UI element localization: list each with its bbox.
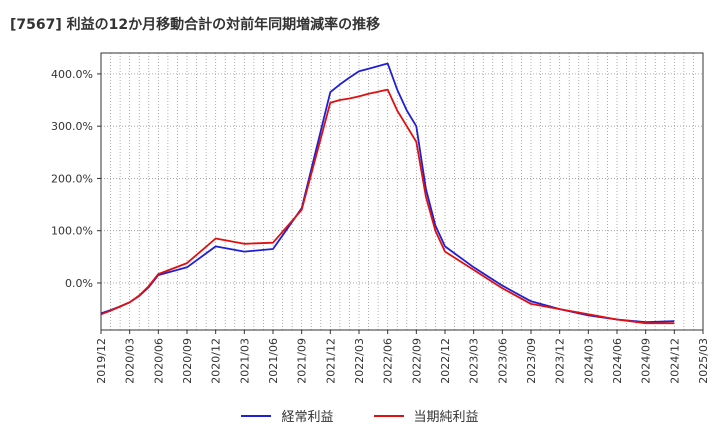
legend-item-ordinary-profit: 経常利益 (241, 406, 334, 425)
legend-swatch-ordinary-profit (241, 414, 272, 417)
x-tick-label: 2021/03 (238, 338, 251, 384)
series-line-net-income (100, 88, 675, 325)
x-tick-label: 2023/06 (496, 338, 509, 384)
x-tick-label: 2025/03 (697, 338, 710, 384)
x-tick-label: 2020/12 (210, 338, 223, 384)
series-line-ordinary-profit (100, 62, 675, 324)
y-tick-label: 200.0% (51, 172, 93, 185)
plot-frame (100, 52, 704, 331)
legend: 経常利益 当期純利益 (0, 406, 720, 425)
legend-label-net-income: 当期純利益 (413, 410, 479, 425)
x-tick-label: 2024/12 (668, 338, 681, 384)
x-tick-label: 2020/06 (152, 338, 165, 384)
y-tick-label: 100.0% (51, 225, 93, 238)
y-tick-label: 0.0% (65, 277, 93, 290)
x-tick-label: 2024/06 (611, 338, 624, 384)
y-tick-label: 400.0% (51, 68, 93, 81)
x-tick-label: 2024/09 (640, 338, 653, 384)
x-tick-label: 2022/03 (353, 338, 366, 384)
x-tick-labels: 2019/12 2020/03 2020/06 2020/09 2020/12 2021/… (95, 330, 710, 384)
legend-label-ordinary-profit: 経常利益 (281, 410, 334, 425)
x-tick-label: 2022/12 (439, 338, 452, 384)
x-tick-label: 2023/03 (468, 338, 481, 384)
x-tick-label: 2023/12 (554, 338, 567, 384)
x-tick-label: 2019/12 (95, 338, 108, 384)
grid-lines (100, 53, 704, 330)
legend-item-net-income: 当期純利益 (373, 406, 479, 425)
x-tick-label: 2021/09 (296, 338, 309, 384)
series-lines (100, 62, 675, 325)
y-tick-labels: 0.0% 100.0% 200.0% 300.0% 400.0% (51, 68, 101, 290)
x-tick-label: 2021/12 (324, 338, 337, 384)
chart-title: [7567] 利益の12か月移動合計の対前年同期増減率の推移 (10, 17, 381, 33)
x-tick-label: 2020/03 (124, 338, 137, 384)
legend-swatch-net-income (373, 414, 404, 417)
x-tick-label: 2020/09 (181, 338, 194, 384)
y-tick-label: 300.0% (51, 120, 93, 133)
x-tick-label: 2022/06 (382, 338, 395, 384)
x-tick-label: 2023/09 (525, 338, 538, 384)
x-tick-label: 2021/06 (267, 338, 280, 384)
x-tick-label: 2022/09 (410, 338, 423, 384)
x-tick-label: 2024/03 (582, 338, 595, 384)
